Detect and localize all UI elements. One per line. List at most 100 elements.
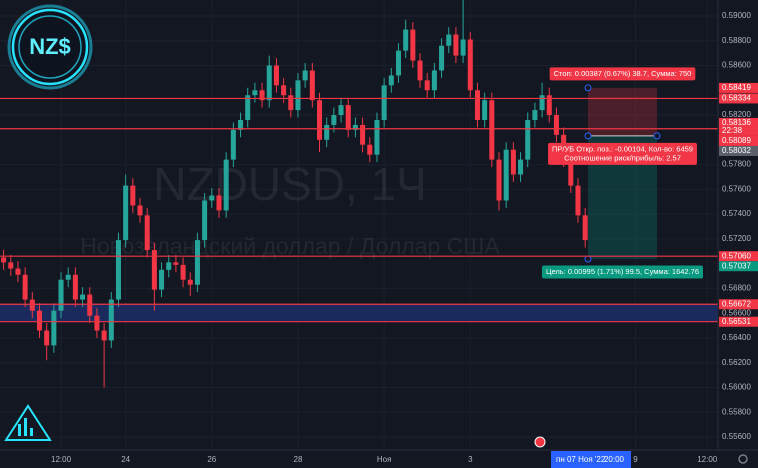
y-tick-label: 0.55600 — [722, 432, 751, 441]
price-label: 0.57037 — [722, 261, 751, 270]
candle-body — [446, 34, 452, 46]
candle-body — [238, 119, 244, 130]
stop-info-box — [549, 67, 696, 81]
y-tick-label: 0.58800 — [722, 36, 751, 45]
candle-body — [374, 119, 380, 155]
zones — [0, 304, 718, 322]
candle-body — [460, 39, 466, 56]
y-tick-label: 0.58200 — [722, 110, 751, 119]
candle-body — [388, 75, 394, 86]
price-label-box — [719, 316, 758, 327]
crosshair-time: 20:00 — [604, 455, 625, 464]
candle-body — [15, 268, 21, 275]
candle-body — [302, 70, 308, 81]
candle-body — [352, 124, 358, 130]
candle-body — [309, 70, 315, 101]
position-labels: Стоп: 0.00387 (0.67%) 38.7, Сумма: 750 ПР… — [541, 67, 704, 279]
candle-body — [144, 215, 150, 251]
settings-icon[interactable] — [738, 454, 748, 464]
candle-body — [108, 299, 114, 341]
pnl-info-box — [548, 142, 697, 165]
x-tick-label: 28 — [294, 455, 303, 464]
candle-body — [230, 129, 236, 160]
candle-body — [44, 330, 50, 346]
candle-body — [36, 310, 43, 331]
x-tick-label: 12:00 — [697, 455, 718, 464]
crosshair-time: пн 07 Ноя '22 20:00 — [551, 451, 631, 468]
candle-body — [518, 159, 524, 175]
price-label: 0.58419 — [722, 83, 751, 92]
price-label-box — [719, 299, 758, 310]
event-icon[interactable] — [534, 436, 546, 448]
candle-body — [80, 294, 86, 300]
candle-body — [395, 50, 402, 76]
axis-labels: 0.59000 0.58800 0.58600 0.58200 0.57800 0.576… — [51, 11, 758, 464]
candle-body — [281, 85, 287, 96]
candle-body — [410, 29, 416, 61]
handle — [584, 84, 592, 92]
price-label-box — [719, 145, 758, 156]
price-label-box — [719, 261, 758, 272]
watermark-subtitle: Новозеландский доллар / Доллар США — [80, 233, 500, 259]
candle-body — [331, 115, 337, 125]
candle-body — [65, 274, 71, 280]
price-label: 0.56531 — [722, 317, 751, 326]
price-label-box — [719, 135, 758, 146]
stop-zone — [588, 87, 657, 136]
candle-body — [345, 105, 351, 130]
candle-body — [439, 45, 445, 71]
candle-body — [252, 90, 258, 96]
candle-body — [216, 195, 222, 211]
candle-body — [532, 110, 538, 120]
handle — [653, 132, 661, 140]
candle-body — [503, 149, 509, 201]
price-label: 0.58136 — [722, 118, 751, 127]
candle-body — [539, 95, 545, 111]
candle-body — [101, 330, 107, 341]
candle-body — [151, 250, 157, 290]
y-tick-label: 0.59000 — [722, 11, 751, 20]
pnl-info-text: ПР/УБ Откр. поз.: -0.00104, Кол-во: 6459 — [552, 144, 693, 153]
price-label: 0.56672 — [722, 299, 751, 308]
candle-body — [525, 119, 531, 160]
candle-body — [187, 279, 193, 285]
candle-body — [482, 100, 488, 120]
x-tick-label: 12:00 — [51, 455, 72, 464]
crosshair-date: пн 07 Ноя '22 — [556, 455, 606, 464]
y-tick-label: 0.56800 — [722, 284, 751, 293]
candle-body — [123, 185, 129, 241]
candle-body — [115, 240, 121, 300]
candle-body — [424, 80, 430, 91]
watermark-title: NZDUSD, 1Ч — [153, 158, 426, 210]
handle — [584, 255, 592, 263]
candle-body — [575, 185, 581, 216]
candle-body — [295, 80, 301, 111]
candle-body — [553, 115, 559, 135]
candle-body — [130, 185, 136, 206]
candle-body — [453, 34, 459, 56]
candle-body — [223, 159, 229, 211]
price-label-box — [719, 93, 758, 104]
y-tick-label: 0.56400 — [722, 333, 751, 342]
stop-info-text: Стоп: 0.00387 (0.67%) 38.7, Сумма: 750 — [554, 69, 692, 78]
candle-body — [403, 29, 409, 51]
price-label-box — [719, 117, 758, 136]
price-label: 0.58334 — [722, 94, 751, 103]
candle-body — [266, 65, 272, 101]
candle-body — [180, 264, 186, 280]
candle-body — [259, 90, 265, 101]
candle-body — [72, 274, 78, 300]
candle-body — [467, 39, 473, 91]
candle-body — [51, 310, 57, 346]
candle-body — [381, 85, 387, 120]
candle-body — [568, 159, 574, 186]
y-tick-label: 0.58600 — [722, 61, 751, 70]
y-tick-label: 0.57800 — [722, 160, 751, 169]
candle-body — [367, 144, 373, 155]
candle-body — [582, 215, 588, 241]
y-tick-label: 0.55800 — [722, 407, 751, 416]
y-tick-label: 0.56200 — [722, 358, 751, 367]
price-label: 0.58089 — [722, 136, 751, 145]
handle — [584, 132, 592, 140]
